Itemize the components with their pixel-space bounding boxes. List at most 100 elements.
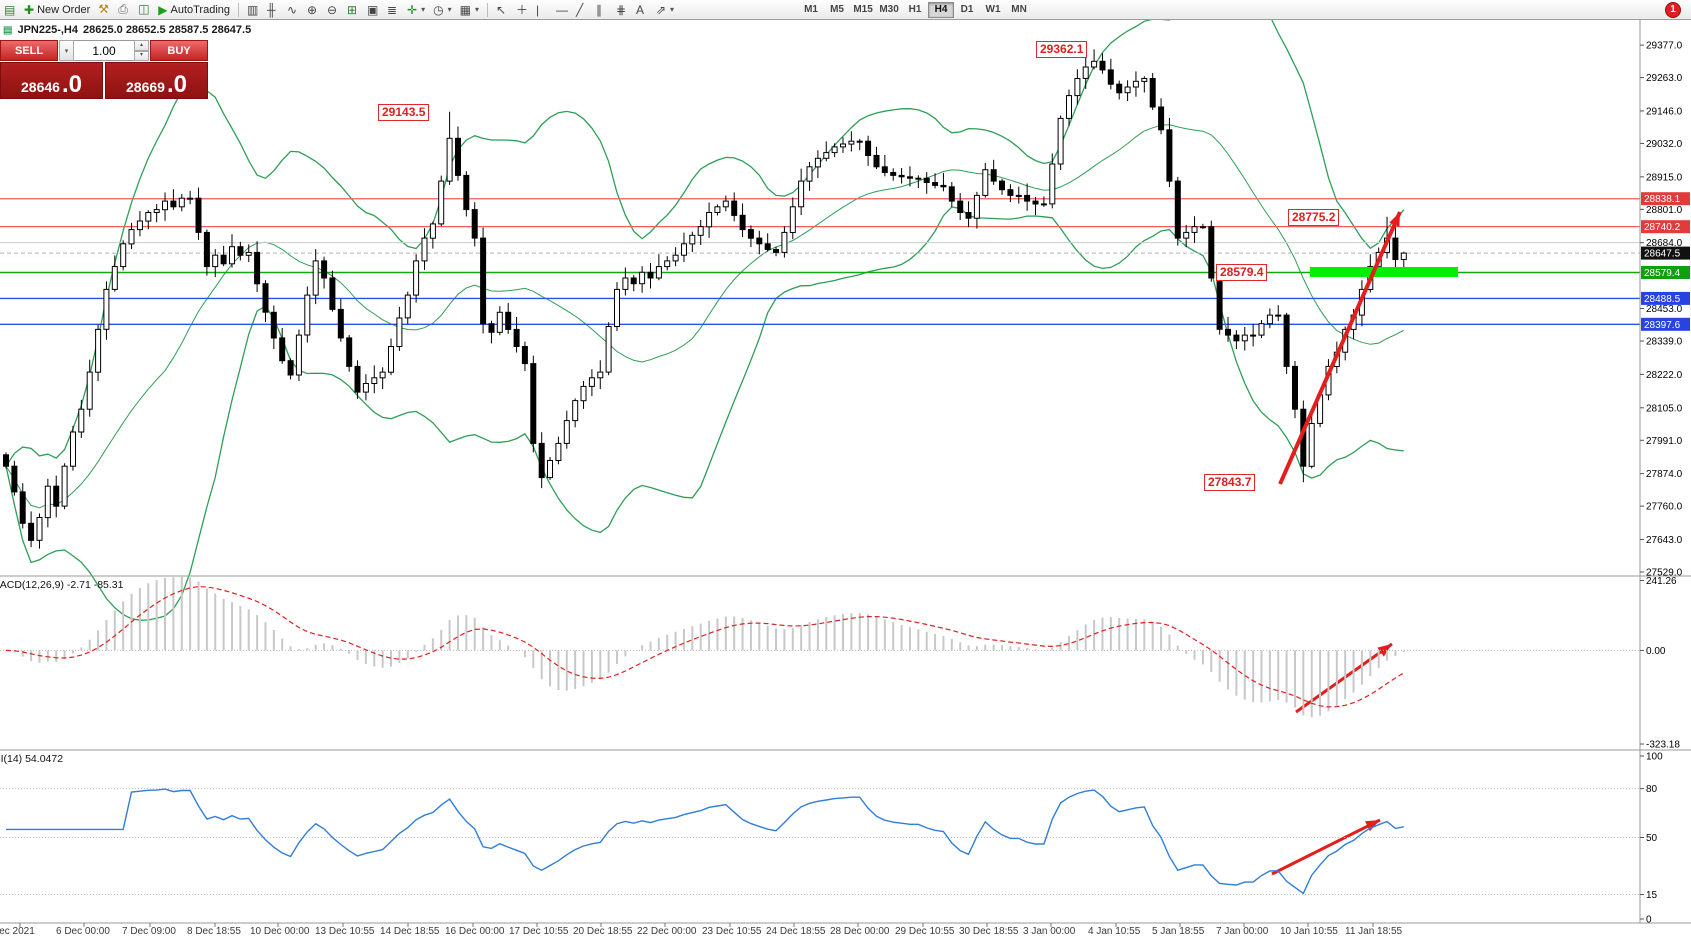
cursor-icon: ↖ [495, 2, 507, 17]
time-axis-label: 28 Dec 00:00 [830, 926, 890, 937]
time-axis-label: 11 Jan 18:55 [1345, 926, 1403, 937]
buy-price-display[interactable]: 28669 .0 [105, 62, 208, 99]
macd-pane: 241.26 0.00 -323.18 [0, 576, 1680, 751]
volume-input[interactable] [74, 40, 134, 61]
periods-button[interactable]: ◷ ▾ [429, 1, 456, 19]
buy-button[interactable]: BUY [150, 40, 208, 61]
line-chart-button[interactable]: ∿ [283, 1, 303, 19]
time-axis-label: 29 Dec 10:55 [895, 926, 955, 937]
print-button[interactable]: ⎙ [114, 1, 134, 19]
volume-dropdown-button[interactable]: ▾ [59, 40, 74, 61]
crosshair-button[interactable]: ＋ [512, 0, 532, 18]
timeframe-w1-button[interactable]: W1 [980, 2, 1006, 18]
autotrading-button[interactable]: ▶ AutoTrading [154, 1, 234, 19]
time-axis-label: 6 Dec 00:00 [56, 926, 110, 937]
new-order-button[interactable]: ✚ New Order [20, 1, 94, 19]
metaeditor-button[interactable]: ⚒ [94, 0, 114, 18]
volume-up-button[interactable]: ▴ [134, 40, 149, 51]
horizontal-line-icon: — [555, 2, 568, 17]
metaeditor-icon: ⚒ [98, 2, 110, 17]
zoom-out-button[interactable]: ⊖ [323, 1, 343, 19]
zoom-in-icon: ⊕ [307, 2, 318, 17]
time-axis-label: 8 Dec 18:55 [187, 926, 241, 937]
price-annotation[interactable]: 27843.7 [1204, 474, 1256, 491]
chart-canvas[interactable]: 28838.1 28740.2 28647.5 28579.4 28488.5 28397… [0, 20, 1691, 940]
candlestick-chart-button[interactable]: ╫ [263, 1, 283, 19]
horizontal-line-button[interactable]: — [552, 1, 572, 19]
time-axis-label: 13 Dec 10:55 [315, 926, 375, 937]
sell-price-display[interactable]: 28646 .0 [0, 62, 103, 99]
timeframe-h1-button[interactable]: H1 [902, 2, 928, 18]
fibonacci-icon: ⋕ [615, 2, 627, 17]
macd-indicator-label: MACD(12,26,9) -2.71 -85.31 [0, 579, 124, 591]
channel-button[interactable]: ∥ [592, 1, 612, 19]
tile-windows-icon: ⊞ [347, 2, 358, 17]
highlight-bar [1310, 267, 1458, 277]
cursor-button[interactable]: ↖ [492, 1, 512, 19]
svg-text:241.26: 241.26 [1646, 576, 1677, 587]
chart-symbol-header: ▤ JPN225-,H4 28625.0 28652.5 28587.5 286… [3, 24, 251, 36]
arrange-windows-icon: ≣ [387, 2, 398, 17]
price-annotation[interactable]: 29362.1 [1036, 41, 1088, 58]
time-axis[interactable]: Dec 2021 6 Dec 00:00 7 Dec 09:00 8 Dec 18:5… [0, 923, 1691, 940]
candlestick-chart-icon: ╫ [267, 2, 276, 17]
timeframe-m15-button[interactable]: M15 [850, 2, 876, 18]
volume-stepper: ▾ ▴ ▾ [59, 40, 149, 61]
trendline-button[interactable]: ╱ [572, 1, 592, 19]
notification-badge[interactable]: 1 [1665, 1, 1681, 18]
indicators-icon: ✛ [407, 2, 418, 17]
indicators-button[interactable]: ✛ ▾ [403, 1, 429, 19]
volume-spinner: ▴ ▾ [134, 40, 149, 61]
templates-button[interactable]: ▦ ▾ [456, 1, 483, 19]
chart-window-icon: ▤ [4, 2, 16, 17]
new-chart-button[interactable]: ◫ [134, 0, 154, 18]
toolbar-group-draw-tools: ↖ ＋ | — ╱ ∥ ⋕ A ⇗ ▾ [492, 0, 678, 19]
svg-text:80: 80 [1646, 784, 1658, 795]
timeframe-m5-button[interactable]: M5 [824, 2, 850, 18]
arrange-windows-button[interactable]: ≣ [383, 1, 403, 19]
tile-windows-button[interactable]: ⊞ [343, 1, 363, 19]
svg-text:28915.0: 28915.0 [1646, 172, 1683, 183]
price-annotation[interactable]: 28775.2 [1288, 209, 1340, 226]
time-axis-label: 16 Dec 00:00 [445, 926, 505, 937]
svg-text:0: 0 [1646, 915, 1652, 926]
timeframe-m30-button[interactable]: M30 [876, 2, 902, 18]
svg-text:100: 100 [1646, 752, 1663, 763]
arrows-button[interactable]: ⇗ ▾ [652, 1, 678, 19]
timeframe-h4-button[interactable]: H4 [928, 1, 955, 18]
text-button[interactable]: A [632, 1, 652, 19]
svg-text:28222.0: 28222.0 [1646, 370, 1683, 381]
timeframe-mn-button[interactable]: MN [1006, 2, 1032, 18]
trendline-icon: ╱ [575, 2, 584, 17]
time-axis-label: 3 Jan 00:00 [1023, 926, 1076, 937]
sell-button[interactable]: SELL [0, 40, 58, 61]
time-axis-label: 14 Dec 18:55 [380, 926, 440, 937]
svg-text:27529.0: 27529.0 [1646, 568, 1683, 579]
svg-text:-323.18: -323.18 [1646, 740, 1680, 751]
volume-down-button[interactable]: ▾ [134, 50, 149, 61]
bar-chart-button[interactable]: ▥ [243, 1, 263, 19]
zoom-in-button[interactable]: ⊕ [303, 1, 323, 19]
timeframe-d1-button[interactable]: D1 [954, 2, 980, 18]
new-order-icon: ✚ [24, 2, 35, 17]
vertical-line-button[interactable]: | [532, 1, 552, 19]
buy-price-main: 28669 [126, 79, 165, 95]
price-annotation[interactable]: 29143.5 [378, 104, 430, 121]
buy-price-frac: .0 [166, 70, 187, 98]
autotrading-play-icon: ▶ [158, 2, 168, 17]
cascade-windows-button[interactable]: ▣ [363, 1, 383, 19]
trend-arrows[interactable] [1271, 211, 1402, 876]
toolbar-group-timeframes: M1 M5 M15 M30 H1 H4 D1 W1 MN [798, 1, 1032, 18]
crosshair-icon: ＋ [515, 2, 528, 17]
svg-text:28838.1: 28838.1 [1644, 194, 1681, 205]
time-axis-label: 10 Jan 10:55 [1280, 926, 1338, 937]
time-axis-label: 7 Dec 09:00 [122, 926, 176, 937]
chart-window-menu-button[interactable]: ▤ [0, 1, 20, 19]
chevron-down-icon: ▾ [474, 5, 479, 14]
svg-text:29263.0: 29263.0 [1646, 73, 1683, 84]
timeframe-m1-button[interactable]: M1 [798, 2, 824, 18]
time-axis-label: 4 Jan 10:55 [1088, 926, 1141, 937]
fibonacci-button[interactable]: ⋕ [612, 1, 632, 19]
price-annotation[interactable]: 28579.4 [1216, 264, 1268, 281]
toolbar-group-files: ⚒ ⎙ ◫ [94, 0, 154, 19]
